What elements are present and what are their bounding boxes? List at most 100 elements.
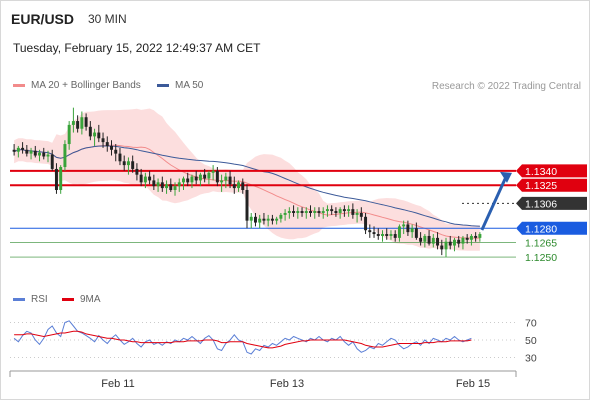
candle-body <box>169 184 173 190</box>
rsi-line <box>13 320 472 355</box>
candle-body <box>182 178 185 183</box>
level-label: 1.1325 <box>525 180 557 192</box>
level-tag-resistance <box>516 178 587 192</box>
ma20-swatch <box>13 84 25 87</box>
candle-body <box>283 212 287 215</box>
legend-ma50: MA 50 <box>157 80 203 91</box>
forecast-arrow-head <box>500 171 512 183</box>
forecast-arrow <box>480 176 508 231</box>
candle-body <box>270 218 274 221</box>
candle-body <box>25 149 29 154</box>
candle-body <box>211 170 215 173</box>
candles <box>12 107 482 258</box>
candle-body <box>448 241 452 246</box>
legend-rsi-ma: 9MA <box>62 294 101 305</box>
candle-body <box>126 161 130 166</box>
candle-body <box>131 161 135 169</box>
candle-body <box>207 172 211 179</box>
level-label: 1.1280 <box>525 223 557 235</box>
candle-body <box>452 239 456 246</box>
candle-body <box>118 153 122 162</box>
candle-body <box>186 178 190 183</box>
candle-body <box>431 237 435 244</box>
candle-body <box>29 150 33 154</box>
candle-body <box>427 235 431 244</box>
candle-body <box>444 241 448 250</box>
candle-body <box>410 228 414 233</box>
x-tick-label: Feb 11 <box>101 378 134 390</box>
candle-body <box>275 218 279 221</box>
level-label: 1.1340 <box>525 166 557 178</box>
candle-body <box>334 211 338 213</box>
candle-body <box>63 144 67 168</box>
candle-body <box>220 180 224 183</box>
candle-body <box>156 182 160 187</box>
candle-body <box>114 149 118 154</box>
legend-ma20: MA 20 + Bollinger Bands <box>13 80 141 91</box>
candle-body <box>313 211 317 213</box>
candle-body <box>237 182 241 189</box>
candle-body <box>317 211 321 213</box>
candle-body <box>54 168 58 190</box>
candle-body <box>292 211 296 213</box>
symbol-title: EUR/USD <box>11 11 75 27</box>
candle-body <box>296 211 300 213</box>
candle-body <box>325 209 329 212</box>
candle-body <box>351 209 355 215</box>
candle-body <box>139 174 143 183</box>
candle-body <box>385 234 389 236</box>
candle-body <box>93 132 97 137</box>
candle-body <box>368 230 372 233</box>
candle-body <box>372 232 376 235</box>
rsi-tick-label: 70 <box>525 318 537 330</box>
candle-body <box>287 211 291 213</box>
candle-body <box>173 186 177 190</box>
level-label: 1.1306 <box>525 198 557 210</box>
candle-body <box>67 124 71 145</box>
legend-rsi-ma-label: 9MA <box>80 294 101 305</box>
candle-body <box>232 184 236 189</box>
candle-body <box>152 180 156 187</box>
candle-body <box>110 145 113 150</box>
candle-body <box>376 234 380 236</box>
candle-body <box>355 212 359 215</box>
candle-body <box>80 117 84 129</box>
candle-body <box>419 237 423 242</box>
level-tag-last_price <box>516 196 587 210</box>
candle-body <box>402 224 406 227</box>
candle-body <box>160 182 164 189</box>
candle-body <box>241 182 245 190</box>
candle-body <box>50 154 54 169</box>
candle-body <box>215 170 219 183</box>
rsi-ma-swatch <box>62 298 74 301</box>
candle-body <box>105 142 109 146</box>
legend-rsi: RSI <box>13 294 48 305</box>
candle-body <box>42 152 46 157</box>
level-tag-resistance <box>516 164 587 178</box>
candle-body <box>338 209 342 213</box>
candle-body <box>330 209 334 212</box>
ma50-line <box>13 145 480 227</box>
candle-body <box>190 176 194 183</box>
candle-body <box>177 182 181 187</box>
candle-body <box>461 237 465 244</box>
candle-body <box>33 150 37 156</box>
candle-body <box>203 174 207 179</box>
candle-body <box>440 245 444 250</box>
credit-text: Research © 2022 Trading Central <box>431 81 581 92</box>
candle-body <box>309 211 312 213</box>
candle-body <box>469 235 473 240</box>
candle-body <box>12 149 16 152</box>
legend-rsi-label: RSI <box>31 294 48 305</box>
candle-body <box>393 234 397 238</box>
candle-body <box>148 176 152 181</box>
candle-body <box>397 226 401 238</box>
timeframe-label: 30 MIN <box>88 12 127 26</box>
rsi-tick-label: 50 <box>525 335 537 347</box>
candle-body <box>304 211 308 213</box>
candle-body <box>342 209 346 212</box>
level-tag-pivot <box>516 221 587 235</box>
candle-body <box>228 176 232 185</box>
candle-body <box>465 237 469 240</box>
